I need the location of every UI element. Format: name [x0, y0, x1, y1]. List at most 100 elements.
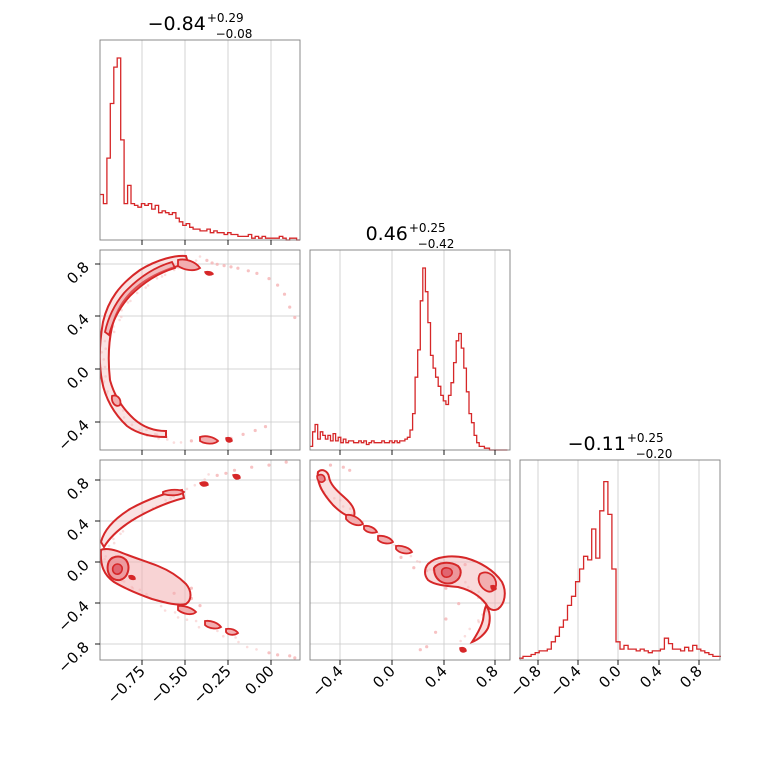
scatter-point [409, 554, 413, 558]
scatter-point [166, 438, 169, 441]
xtick-labels-e: −0.75 −0.50 −0.25 0.00 [104, 662, 278, 707]
xticks-b [339, 450, 496, 455]
scatter-point [428, 568, 432, 571]
scatter-point [104, 347, 107, 351]
scatter-point [112, 330, 116, 334]
scatter-point [164, 499, 167, 502]
scatter-point [234, 636, 237, 639]
scatter-point [255, 648, 258, 651]
scatter-point [267, 463, 271, 467]
scatter-point [198, 255, 202, 258]
scatter-point [185, 618, 189, 621]
histogram-param1 [310, 267, 508, 451]
xtick-labels-f: −0.8 −0.4 0.0 0.4 0.8 [506, 662, 705, 700]
scatter-point [263, 425, 268, 429]
scatter-point [205, 258, 209, 262]
scatter-point [237, 640, 240, 644]
scatter-point [288, 654, 292, 658]
scatter-point [236, 266, 240, 270]
ytick-label: 0.8 [63, 474, 93, 504]
frame-d [309, 459, 511, 661]
contour-upper-blob-e [199, 481, 209, 487]
xtick-label: 0.00 [241, 662, 277, 698]
scatter-point [464, 580, 467, 584]
scatter-point [159, 604, 163, 608]
scatter-point [399, 555, 403, 560]
panel-2d-param2-vs-param0: 0.8 0.4 0.0 −0.4 −0.8 −0.75 −0.50 −0.25 … [54, 459, 301, 707]
scatter-point [216, 629, 219, 633]
scatter-point [215, 473, 219, 477]
contour-blob-d-small [490, 584, 497, 591]
histogram-param2 [519, 480, 721, 659]
ytick-label: −0.8 [54, 638, 92, 676]
scatter-point [467, 585, 470, 589]
contour-mid-d3 [377, 534, 395, 545]
scatter-point [163, 273, 167, 277]
contours-e [100, 473, 241, 636]
scatter-point [135, 291, 139, 295]
scatter-point [393, 543, 396, 547]
scatter-point [333, 497, 336, 500]
panel-2d-param2-vs-param1: −0.4 0.0 0.4 0.8 [308, 459, 511, 701]
yticks-e [95, 479, 100, 645]
contour-lower-arm-e [177, 604, 198, 616]
scatter-point [222, 634, 225, 638]
title-param1: 0.46+0.25 −0.42 [366, 221, 455, 251]
scatter-point [341, 505, 345, 508]
scatter-point [121, 530, 125, 533]
scatter-point [103, 339, 107, 343]
scatter-point [106, 390, 109, 393]
frame-f [519, 459, 721, 661]
contour-lower-blob-e2 [225, 627, 240, 636]
scatter-point [267, 651, 271, 655]
contour-upper-arm-e [100, 488, 186, 549]
scatter-point [130, 423, 134, 427]
scatter-point [194, 619, 198, 623]
xtick-label: −0.25 [190, 662, 235, 707]
contour-inner-c [103, 260, 177, 337]
scatter-point [485, 610, 488, 613]
ytick-label: −0.4 [54, 597, 92, 635]
contour-mid-d2 [363, 524, 379, 534]
scatter-point [341, 465, 345, 469]
scatter-point [250, 465, 254, 469]
scatter-point [418, 648, 422, 652]
xticks-e [141, 660, 272, 665]
scatter-point [112, 537, 115, 541]
scatter-point [185, 487, 189, 491]
xtick-label: 0.8 [676, 662, 706, 692]
scatter-point [468, 627, 472, 631]
grid-b [339, 250, 496, 450]
scatter-point [144, 286, 147, 289]
scatter-point [425, 645, 429, 649]
scatter-point [176, 616, 180, 619]
scatter-point [338, 499, 342, 502]
scatter-point [245, 645, 249, 649]
ytick-labels-c: 0.8 0.4 0.0 −0.4 [54, 258, 92, 454]
title-param2: −0.11+0.25 −0.20 [568, 431, 673, 461]
scatter-point [203, 478, 206, 481]
contour-upper-blob-e2 [232, 473, 241, 480]
xtick-labels-d: −0.4 0.0 0.4 0.8 [308, 662, 501, 700]
scatter-point [194, 259, 198, 262]
scatter-point [418, 560, 422, 564]
ytick-label: −0.4 [54, 416, 92, 454]
frame-c [99, 249, 301, 451]
panel-2d-param1-vs-param0: 0.8 0.4 0.0 −0.4 [54, 249, 301, 455]
xtick-label: −0.4 [308, 662, 346, 700]
scatter-point [477, 590, 481, 594]
scatter-point [276, 283, 280, 287]
scatter-point [189, 586, 193, 590]
scatter-point [215, 262, 219, 266]
contour-blob-c3 [177, 258, 202, 272]
scatter-point [197, 625, 201, 629]
yticks-c [95, 263, 100, 423]
contour-tail-d [469, 604, 491, 644]
scatter-point [351, 512, 354, 515]
scatter-point [173, 611, 177, 614]
ytick-label: 0.4 [63, 515, 93, 545]
contour-blob-d-center [440, 567, 453, 578]
xtick-label: 0.4 [636, 662, 666, 692]
scatter-point [120, 308, 123, 312]
scatter-point [253, 428, 257, 433]
